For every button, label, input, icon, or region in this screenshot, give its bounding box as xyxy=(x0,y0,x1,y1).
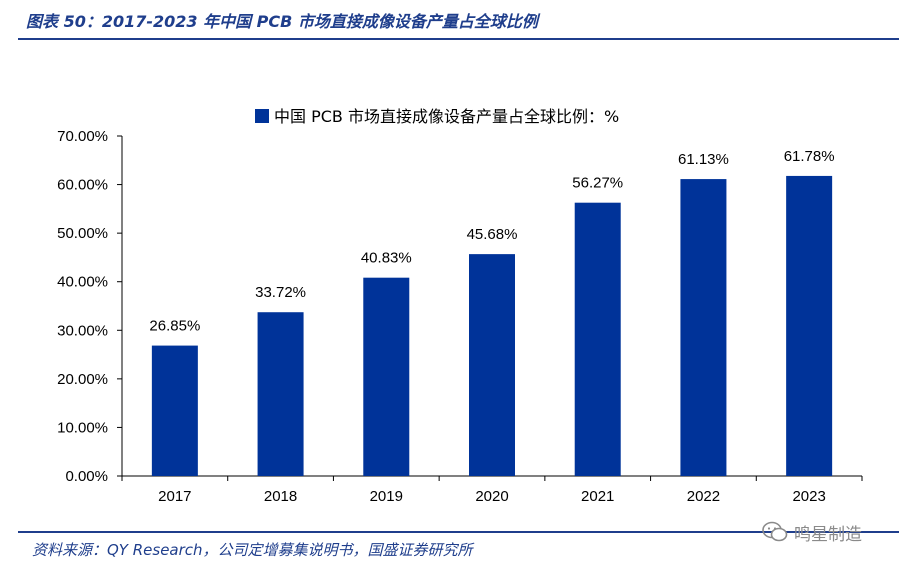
y-tick-label: 0.00% xyxy=(65,468,108,485)
bar-value-label: 61.78% xyxy=(784,148,835,165)
bar-value-label: 61.13% xyxy=(678,151,729,168)
chart-legend: 中国 PCB 市场直接成像设备产量占全球比例：% xyxy=(255,107,619,126)
bar xyxy=(363,277,410,476)
bar-value-label: 40.83% xyxy=(361,250,412,267)
source-divider xyxy=(18,531,899,533)
bar-value-label: 33.72% xyxy=(255,284,306,301)
x-tick-label: 2020 xyxy=(475,488,508,505)
y-tick-label: 30.00% xyxy=(57,322,108,339)
bar xyxy=(469,254,515,476)
y-tick-label: 70.00% xyxy=(57,128,108,145)
bar-chart: 中国 PCB 市场直接成像设备产量占全球比例：% 0.00% 10.00% 20.0… xyxy=(57,107,863,505)
y-tick-label: 60.00% xyxy=(57,177,108,194)
legend-swatch xyxy=(255,109,269,123)
bar xyxy=(257,312,304,476)
x-tick-label: 2021 xyxy=(581,488,614,505)
figure-title: 图表 50：2017-2023 年中国 PCB 市场直接成像设备产量占全球比例 xyxy=(26,12,538,31)
bar-series xyxy=(151,175,833,476)
bar xyxy=(574,202,621,476)
bar-value-label: 45.68% xyxy=(467,226,518,243)
y-tick-label: 10.00% xyxy=(57,419,108,436)
x-tick-label: 2023 xyxy=(792,488,825,505)
source-note: 资料来源：QY Research，公司定增募集说明书，国盛证券研究所 xyxy=(32,541,473,559)
wechat-icon xyxy=(762,521,788,542)
bar xyxy=(786,175,833,476)
watermark: 鸣星制造 xyxy=(762,517,892,547)
y-tick-label: 50.00% xyxy=(57,225,108,242)
x-tick-label: 2022 xyxy=(687,488,720,505)
bar-value-label: 56.27% xyxy=(572,175,623,192)
y-axis-ticks: 0.00% 10.00% 20.00% 30.00% 40.00% 50.00% 60.00… xyxy=(57,128,122,485)
bar xyxy=(680,179,727,476)
x-axis-ticks: 2017 2018 2019 2020 2021 2022 2023 xyxy=(121,476,863,505)
y-tick-label: 40.00% xyxy=(57,274,108,291)
x-tick-label: 2019 xyxy=(370,488,403,505)
x-tick-label: 2018 xyxy=(264,488,297,505)
watermark-text: 鸣星制造 xyxy=(794,524,862,545)
data-labels: 26.85% 33.72% 40.83% 45.68% 56.27% 61.13% 61.7… xyxy=(149,148,834,335)
bar xyxy=(151,345,198,476)
bar-value-label: 26.85% xyxy=(149,318,200,335)
x-tick-label: 2017 xyxy=(158,488,191,505)
legend-label: 中国 PCB 市场直接成像设备产量占全球比例：% xyxy=(274,107,619,126)
y-tick-label: 20.00% xyxy=(57,371,108,388)
title-divider xyxy=(18,38,899,40)
